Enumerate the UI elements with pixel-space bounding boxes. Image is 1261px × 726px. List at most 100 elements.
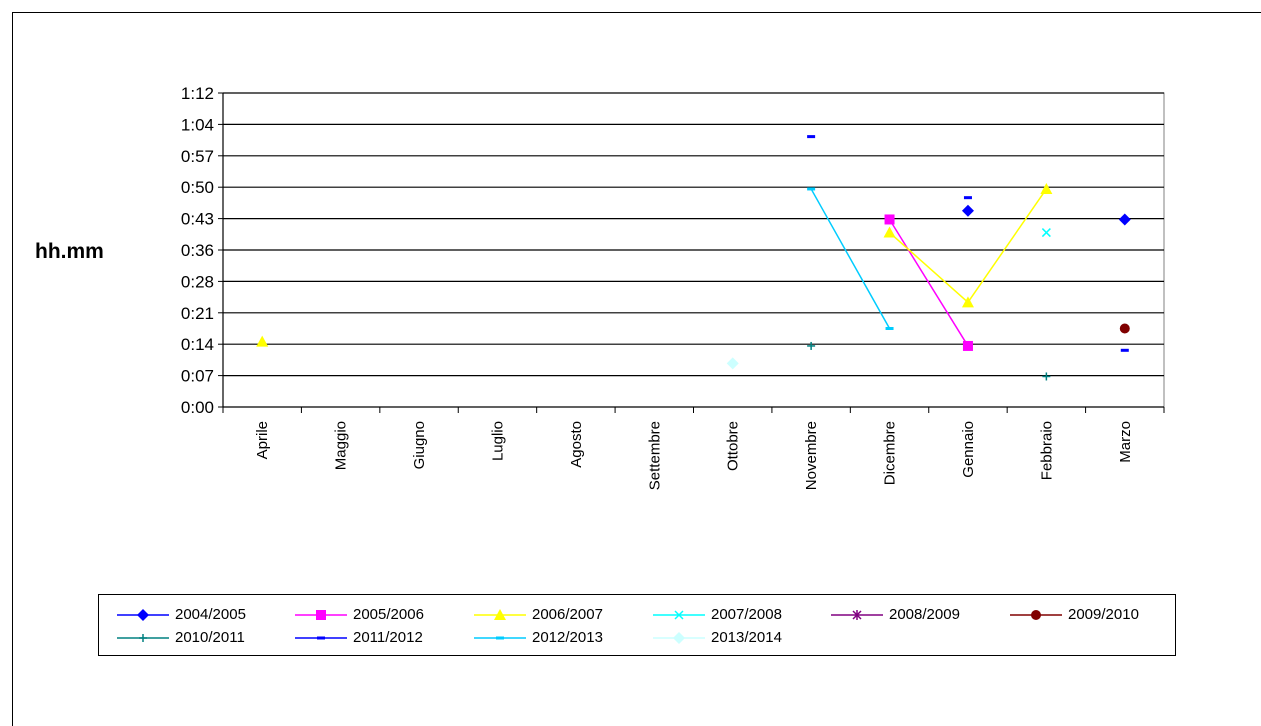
marker-dash: [317, 636, 325, 640]
data-point: [807, 187, 816, 191]
data-point: [1119, 323, 1130, 334]
series-line: [810, 188, 891, 329]
marker-circle: [1119, 323, 1130, 334]
y-tick-label: 0:00: [181, 398, 214, 417]
x-tick-label: Febbraio: [1038, 421, 1055, 480]
marker-circle: [1031, 610, 1041, 620]
series-line: [889, 231, 969, 303]
data-point: [496, 636, 504, 640]
x-tick-label: Maggio: [333, 421, 350, 470]
legend-swatch: [117, 609, 169, 621]
data-point: [961, 204, 974, 217]
marker-triangle: [1040, 182, 1053, 194]
data-point: [961, 296, 974, 308]
x-tick-label: Dicembre: [882, 421, 899, 485]
y-tick-label: 0:36: [181, 241, 214, 260]
legend-label: 2011/2012: [353, 629, 423, 646]
marker-dash: [496, 636, 504, 640]
y-tick-label: 0:07: [181, 367, 214, 386]
data-point: [673, 632, 685, 644]
legend: 2004/2005 2005/2006 2006/2007 2007/2008 2008…: [98, 594, 1176, 656]
data-point: [1118, 213, 1131, 226]
series-2004-2005: [961, 204, 1131, 226]
chart-frame: [12, 12, 1261, 726]
legend-swatch: [295, 636, 347, 640]
data-point: [256, 335, 269, 347]
series-2006-2007: [256, 182, 1053, 347]
data-point: [807, 135, 816, 139]
legend-label: 2005/2006: [353, 606, 424, 623]
legend-label: 2006/2007: [532, 606, 603, 623]
data-point: [317, 636, 325, 640]
data-point: [962, 340, 973, 351]
marker-diamond: [673, 632, 685, 644]
marker-diamond: [961, 204, 974, 217]
legend-swatch: [295, 610, 347, 620]
x-tick-label: Luglio: [489, 421, 506, 461]
series-2010-2011: [807, 341, 1051, 381]
legend-label: 2012/2013: [532, 629, 603, 646]
x-tick-label: Agosto: [568, 421, 585, 468]
data-point: [1120, 348, 1129, 352]
data-point: [852, 610, 862, 620]
series-2011-2012: [807, 135, 1129, 352]
data-point: [1040, 182, 1053, 194]
series-2013-2014: [726, 357, 739, 370]
x-tick-label: Settembre: [646, 421, 663, 490]
marker-dash: [963, 196, 972, 200]
marker-triangle: [256, 335, 269, 347]
legend-swatch: [1010, 610, 1062, 620]
legend-swatch: [474, 609, 526, 620]
x-tick-label: Aprile: [254, 421, 271, 459]
marker-dash: [807, 135, 816, 139]
y-tick-label: 0:43: [181, 210, 214, 229]
marker-x: [674, 610, 684, 620]
x-tick-label: Gennaio: [960, 421, 977, 478]
data-point: [316, 610, 326, 620]
legend-swatch: [831, 610, 883, 620]
marker-x: [1041, 228, 1051, 238]
series-line: [888, 219, 969, 347]
legend-swatch: [653, 632, 705, 644]
data-point: [807, 341, 816, 350]
series-2005-2006: [884, 214, 973, 351]
marker-triangle: [883, 226, 896, 238]
legend-swatch: [474, 636, 526, 640]
legend-label: 2004/2005: [175, 606, 246, 623]
y-tick-label: 1:04: [181, 115, 214, 134]
legend-label: 2009/2010: [1068, 606, 1139, 623]
x-tick-label: Ottobre: [725, 421, 742, 471]
data-point: [674, 610, 684, 620]
data-point: [726, 357, 739, 370]
legend-swatch: [117, 634, 169, 642]
y-tick-label: 0:21: [181, 304, 214, 323]
series-2007-2008: [1041, 228, 1051, 238]
series-2012-2013: [807, 187, 894, 330]
marker-diamond: [1118, 213, 1131, 226]
data-point: [885, 327, 894, 330]
y-tick-label: 0:57: [181, 147, 214, 166]
marker-diamond: [726, 357, 739, 370]
data-point: [137, 609, 149, 621]
marker-dash: [885, 327, 894, 330]
data-point: [139, 634, 147, 642]
marker-triangle: [961, 296, 974, 308]
legend-label: 2010/2011: [175, 629, 245, 646]
data-point: [494, 609, 506, 620]
y-tick-label: 0:14: [181, 335, 214, 354]
data-point: [1041, 228, 1051, 238]
x-tick-label: Novembre: [803, 421, 820, 490]
series-2009-2010: [1119, 323, 1130, 334]
data-point: [1042, 372, 1051, 381]
marker-square: [884, 214, 895, 225]
legend-label: 2008/2009: [889, 606, 960, 623]
data-point: [883, 226, 896, 238]
x-tick-label: Marzo: [1117, 421, 1134, 463]
marker-dash: [1120, 348, 1129, 352]
legend-swatch: [653, 610, 705, 620]
marker-diamond: [137, 609, 149, 621]
marker-square: [316, 610, 326, 620]
marker-triangle: [494, 609, 506, 620]
y-tick-label: 1:12: [181, 84, 214, 103]
